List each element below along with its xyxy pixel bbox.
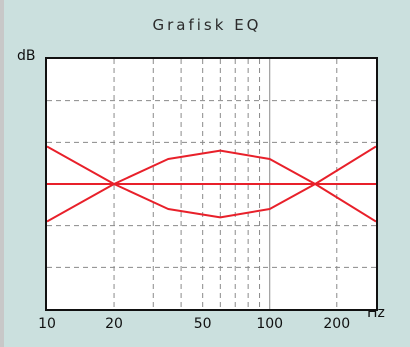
eq-series-line-3 xyxy=(47,145,376,223)
y-axis-unit-label: dB xyxy=(17,48,36,64)
panel-title: Grafisk EQ xyxy=(152,16,262,34)
x-tick-label: 200 xyxy=(323,316,351,332)
eq-plot-area[interactable] xyxy=(45,57,378,311)
eq-curve-chart xyxy=(47,59,376,309)
x-tick-label: 100 xyxy=(256,316,284,332)
x-tick-label: 20 xyxy=(105,316,123,332)
eq-panel: Grafisk EQ dB Hz 10 20 50 100 200 xyxy=(4,0,410,347)
x-tick-label: 10 xyxy=(38,316,56,332)
x-tick-label: 50 xyxy=(193,316,212,332)
window-left-border xyxy=(0,0,4,347)
